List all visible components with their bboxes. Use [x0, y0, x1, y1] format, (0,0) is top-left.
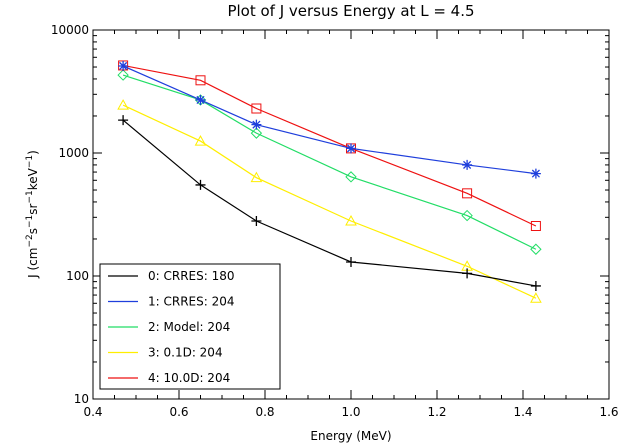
y-axis-label: J (cm−2s−1sr−1keV−1) — [25, 150, 40, 279]
series-line — [123, 65, 536, 226]
x-axis-label: Energy (MeV) — [310, 429, 391, 443]
y-tick-label: 10 — [74, 392, 89, 406]
y-tick-label: 100 — [66, 269, 89, 283]
legend-label: 3: 0.1D: 204 — [148, 346, 223, 360]
data-point — [531, 281, 541, 291]
data-point — [462, 160, 472, 170]
data-point — [346, 143, 356, 153]
legend-label: 2: Model: 204 — [148, 320, 230, 334]
data-point — [118, 61, 128, 71]
series-line — [123, 75, 536, 249]
x-tick-label: 0.6 — [169, 405, 188, 419]
series-line — [123, 66, 536, 174]
data-point — [346, 257, 356, 267]
x-tick-label: 1.4 — [513, 405, 532, 419]
chart-title: Plot of J versus Energy at L = 4.5 — [227, 2, 474, 20]
x-tick-label: 0.8 — [255, 405, 274, 419]
series-line — [123, 120, 536, 286]
data-point — [251, 216, 261, 226]
x-tick-label: 0.4 — [83, 405, 102, 419]
y-tick-label: 10000 — [51, 23, 89, 37]
data-point — [531, 169, 541, 179]
data-point — [196, 95, 206, 105]
data-point — [251, 120, 261, 130]
legend: 0: CRRES: 180 1: CRRES: 204 2: Model: 204 3… — [100, 264, 280, 389]
x-tick-label: 1.0 — [341, 405, 360, 419]
series-2 — [118, 70, 541, 254]
data-point — [118, 100, 128, 109]
x-tick-label: 1.2 — [427, 405, 446, 419]
series-4 — [119, 61, 541, 231]
x-tick-label: 1.6 — [599, 405, 618, 419]
series-1 — [118, 61, 541, 179]
y-tick-label: 1000 — [58, 146, 89, 160]
legend-label: 4: 10.0D: 204 — [148, 371, 230, 385]
legend-label: 0: CRRES: 180 — [148, 269, 235, 283]
legend-label: 1: CRRES: 204 — [148, 295, 235, 309]
